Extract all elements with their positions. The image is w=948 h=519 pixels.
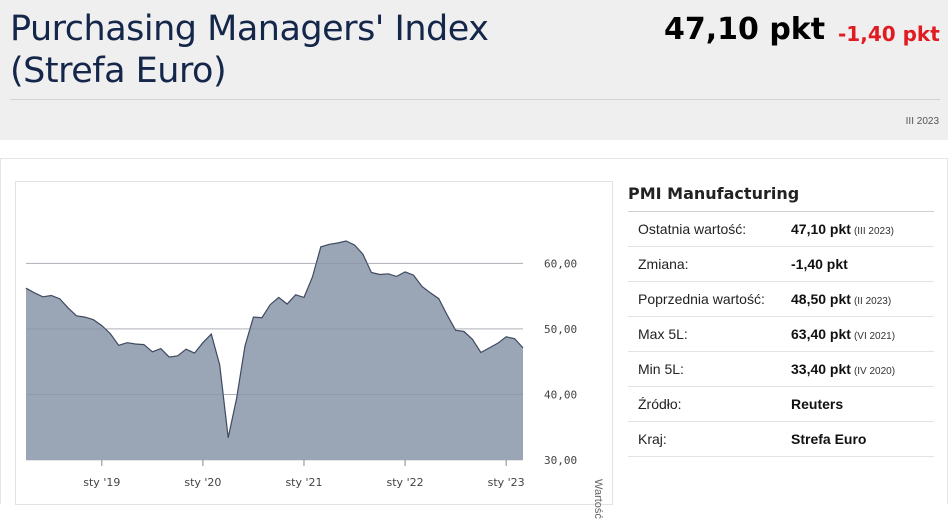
chart-container[interactable]: 30,00 40,00 50,00 60,00 sty '19 sty '20 sty '2… [15,181,613,519]
stat-row-change: Zmiana: -1,40 pkt [628,247,934,282]
x-tick-label: sty '23 [488,476,525,489]
stat-value: Strefa Euro [791,431,867,447]
pmi-area-chart[interactable]: 30,00 40,00 50,00 60,00 sty '19 sty '20 sty '2… [16,182,612,504]
stat-row-previous-value: Poprzednia wartość: 48,50 pkt (II 2023) [628,282,934,317]
stat-row-last-value: Ostatnia wartość: 47,10 pkt (III 2023) [628,212,934,247]
stat-label: Min 5L: [638,361,684,377]
stat-value: 47,10 pkt (III 2023) [791,221,894,237]
period-label: III 2023 [905,116,939,127]
stat-label: Źródło: [638,396,682,412]
stat-label: Kraj: [638,431,667,447]
stat-label: Poprzednia wartość: [638,291,765,307]
stat-row-country: Kraj: Strefa Euro [628,422,934,457]
y-tick-label: 60,00 [544,257,577,270]
stat-label: Ostatnia wartość: [638,221,747,237]
stat-note: (IV 2020) [853,366,896,377]
stat-value: 33,40 pkt (IV 2020) [791,361,896,377]
stat-label: Zmiana: [638,256,689,272]
stat-row-min-5y: Min 5L: 33,40 pkt (IV 2020) [628,352,934,387]
current-value: 47,10 pkt [664,12,826,47]
stat-row-source: Źródło: Reuters [628,387,934,422]
area-fill [26,241,523,460]
stat-value: Reuters [791,396,844,412]
x-tick-label: sty '21 [285,476,322,489]
stat-label: Max 5L: [638,326,688,342]
table-title: PMI Manufacturing [628,184,800,203]
y-tick-label: 50,00 [544,323,577,336]
stat-value: 63,40 pkt (VI 2021) [791,326,896,342]
x-tick-label: sty '22 [387,476,424,489]
stat-note: (VI 2021) [853,331,896,342]
y-tick-label: 30,00 [544,454,577,467]
page-title: Purchasing Managers' Index (Strefa Euro) [10,9,489,91]
stat-row-max-5y: Max 5L: 63,40 pkt (VI 2021) [628,317,934,352]
table-title-divider [628,211,934,212]
change-value: -1,40 pkt [838,22,940,46]
header: Purchasing Managers' Index (Strefa Euro)… [0,0,948,140]
stat-value: -1,40 pkt [791,256,848,272]
stat-value: 48,50 pkt (II 2023) [791,291,892,307]
y-axis-label: Wartość [592,479,604,519]
stat-note: (II 2023) [853,296,892,307]
header-divider [10,99,940,100]
y-tick-label: 40,00 [544,388,577,401]
x-tick-label: sty '19 [83,476,120,489]
x-tick-label: sty '20 [184,476,221,489]
stat-note: (III 2023) [853,226,894,237]
series-line [25,240,524,438]
